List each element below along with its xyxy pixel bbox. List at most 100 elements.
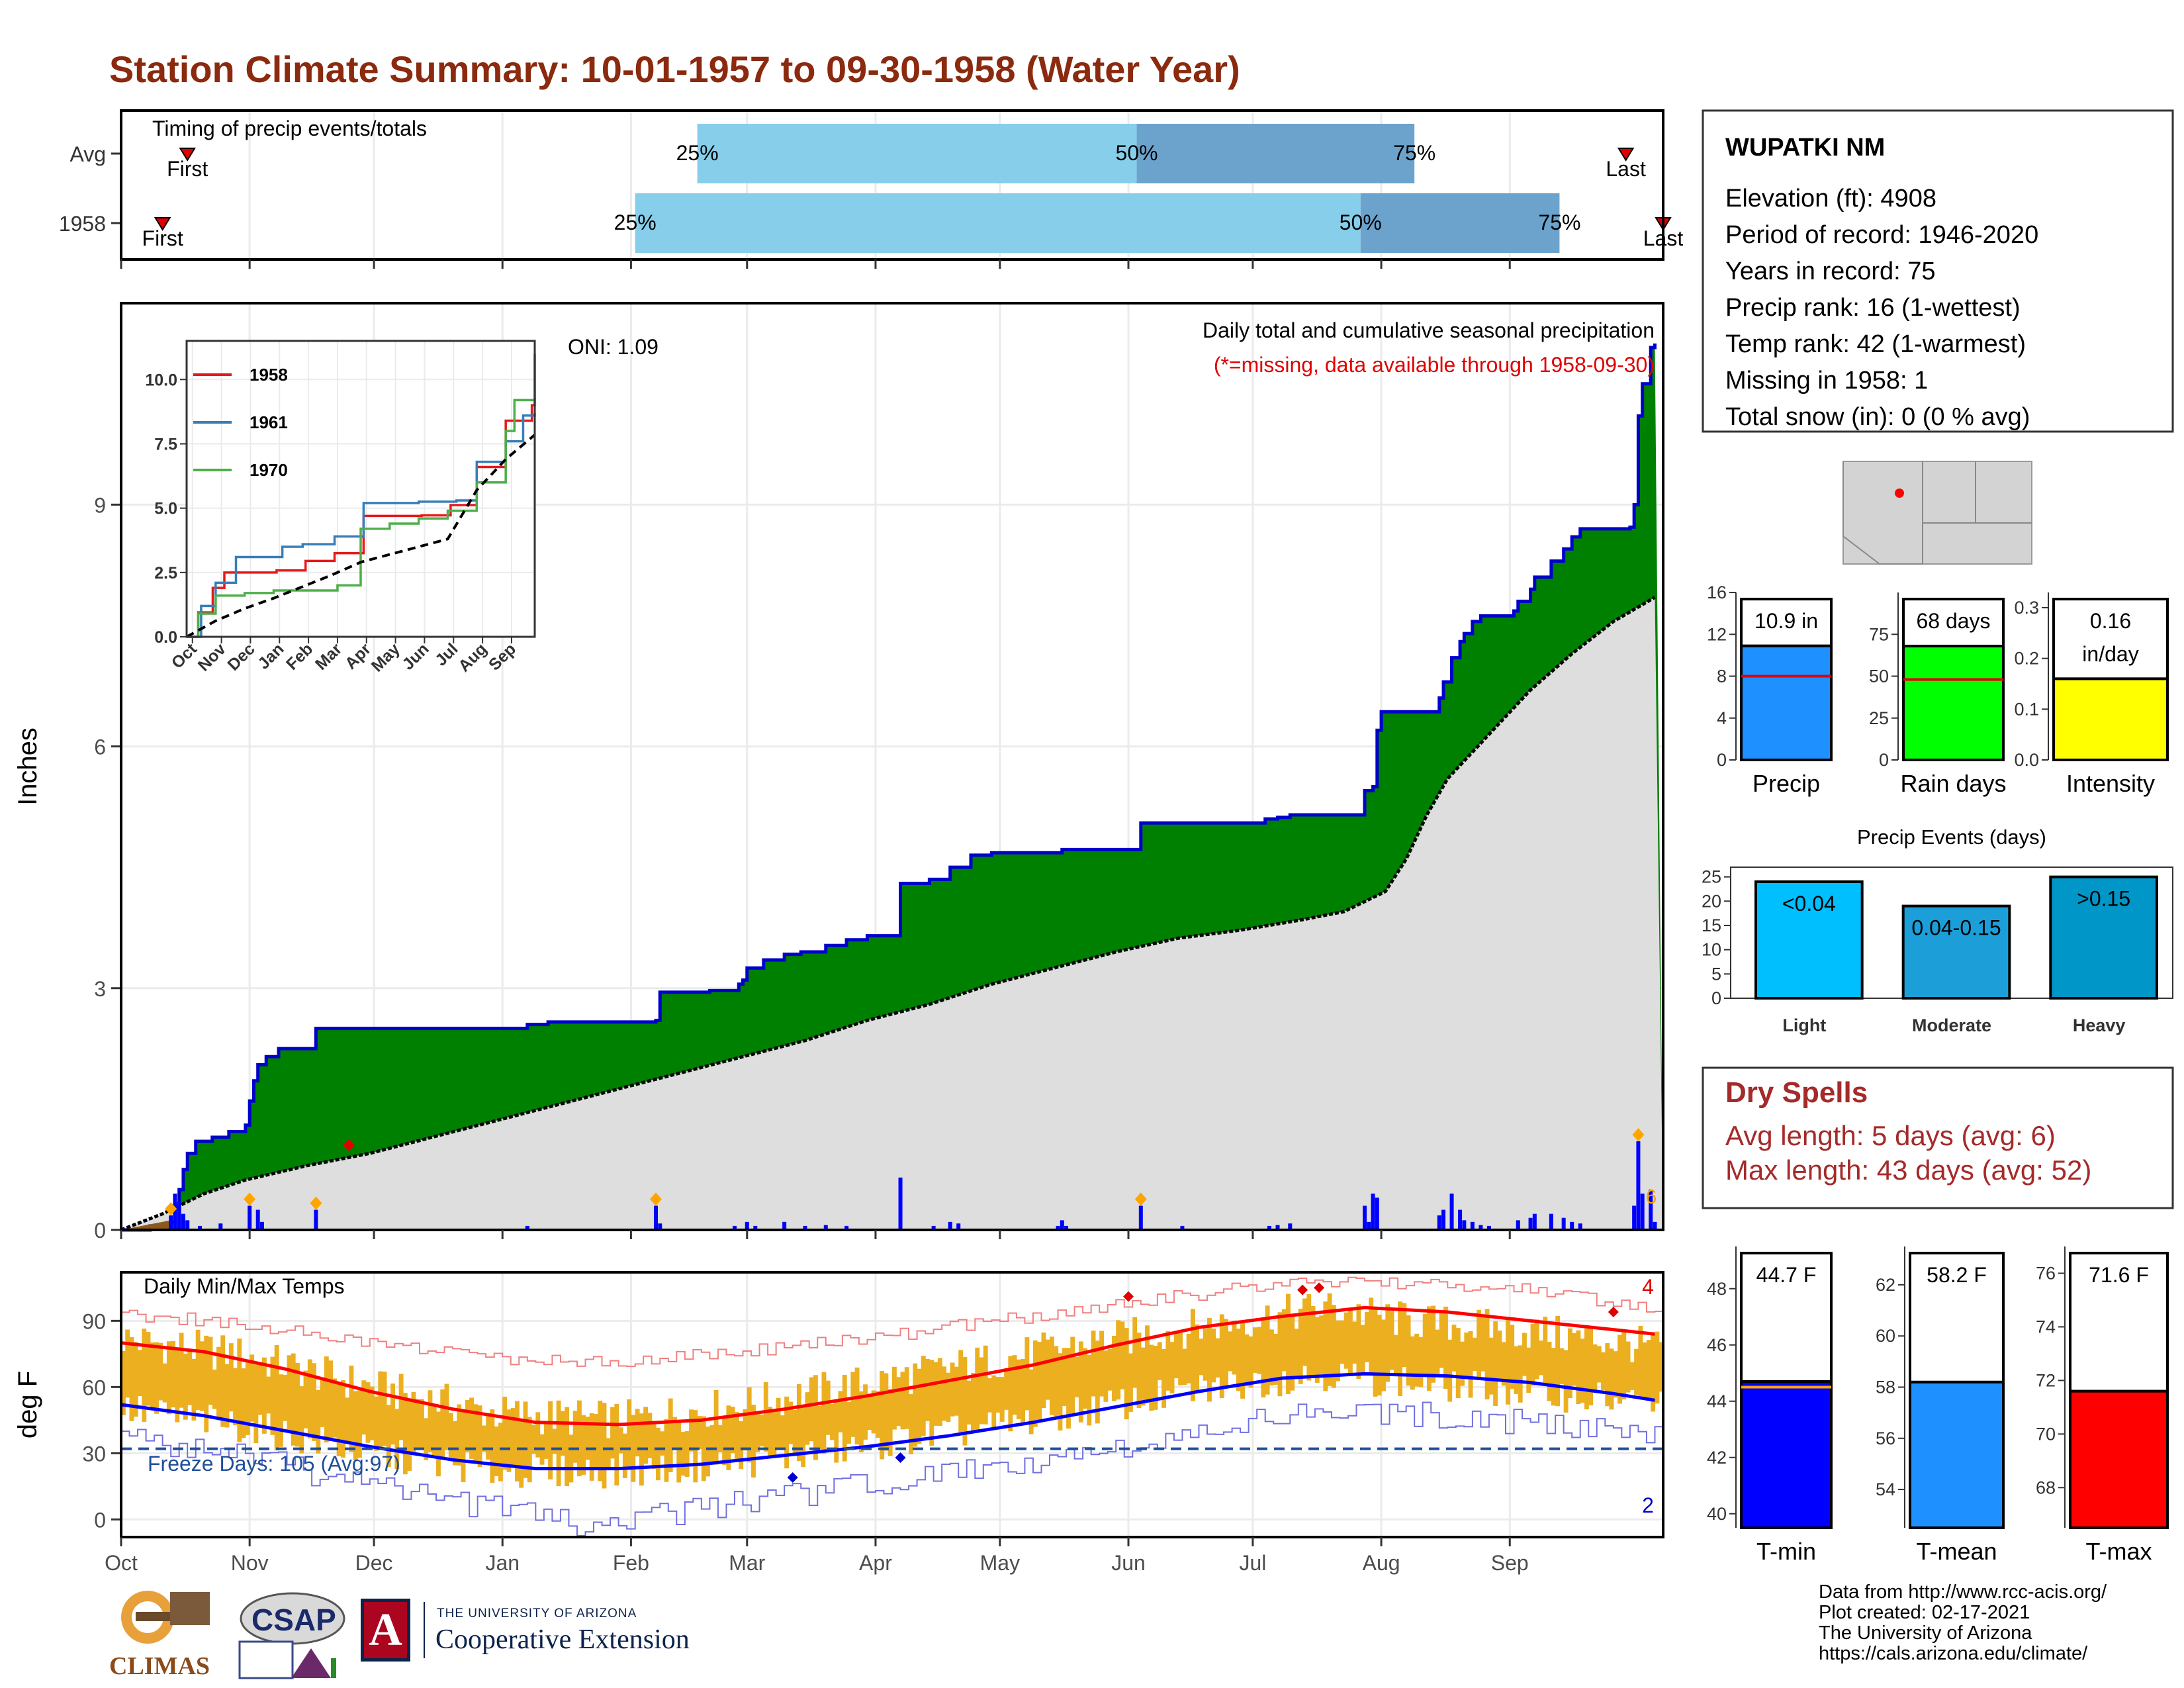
summary-ytick-label: 25 [1869,708,1889,728]
daily-temp-range-bar [971,1373,976,1433]
precip-events-title: Precip Events (days) [1857,825,2046,849]
daily-temp-range-bar [1601,1352,1606,1391]
daily-temp-range-bar [1310,1305,1316,1376]
daily-temp-range-bar [937,1358,942,1427]
daily-temp-range-bar [1124,1328,1129,1420]
dry-spells-title: Dry Spells [1725,1076,1868,1109]
daily-temp-range-bar [1365,1311,1369,1362]
footer-line: The University of Arizona [1819,1622,2032,1644]
month-tick-label: Mar [729,1551,765,1575]
daily-temp-range-bar [494,1426,499,1476]
tmean-summary-panel: 54 56 58 60 62 58.2 F T-mean [1876,1246,2005,1565]
daily-precip-bar [803,1225,807,1230]
daily-temp-range-bar [598,1400,603,1481]
month-tick-label: Jun [1111,1551,1146,1575]
daily-temp-range-bar [1613,1351,1618,1398]
daily-temp-range-bar [660,1431,665,1456]
summary-ytick-label: 40 [1707,1504,1727,1524]
daily-temp-range-bar [1244,1334,1250,1386]
daily-precip-bar [1578,1223,1582,1230]
daily-temp-range-bar [1314,1317,1320,1383]
daily-temp-range-bar [979,1357,984,1425]
daily-temp-range-bar [402,1393,408,1475]
daily-temp-range-bar [349,1365,354,1452]
daily-temp-range-bar [291,1353,296,1446]
daily-temp-range-bar [320,1377,325,1427]
daily-temp-range-bar [1655,1331,1660,1404]
map-bg [1843,461,2032,565]
daily-temp-range-bar [245,1362,250,1435]
station-info-line: Period of record: 1946-2020 [1725,221,2038,249]
precip-ytick-label: 6 [94,735,106,759]
daily-precip-bar [1532,1213,1537,1230]
daily-temp-range-bar [726,1405,731,1470]
daily-temp-range-bar [929,1360,934,1446]
first-label: First [142,226,183,250]
daily-temp-range-bar [1393,1335,1398,1377]
station-info-line: Temp rank: 42 (1-warmest) [1725,330,2026,358]
daily-temp-range-bar [523,1401,528,1478]
daily-temp-range-bar [1596,1346,1602,1383]
daily-temp-range-bar [813,1375,818,1460]
daily-temp-range-bar [1087,1354,1092,1426]
daily-precip-bar [259,1221,264,1230]
snow-event-marker-icon [165,1202,177,1216]
daily-temp-range-bar [398,1374,404,1440]
summary-ytick-label: 4 [1717,708,1727,728]
snow-event-marker-icon [310,1196,322,1210]
record-high-marker-icon [1123,1291,1134,1302]
daily-precip-bar [1288,1223,1293,1230]
daily-temp-range-bar [689,1409,694,1452]
summary-ytick-label: 76 [2036,1263,2056,1283]
snow-event-marker-icon [244,1192,256,1206]
first-marker-icon [179,148,196,162]
daily-temp-range-bar [1107,1348,1113,1391]
daily-temp-range-bar [631,1415,636,1482]
daily-temp-range-bar [805,1392,810,1445]
events-category-label: Light [1782,1015,1826,1035]
events-ytick-label: 5 [1711,964,1721,984]
daily-temp-range-bar [1132,1317,1138,1388]
precip-caption-missing: (*=missing, data available through 1958-… [1214,353,1655,377]
daily-temp-range-bar [1460,1341,1465,1386]
daily-temp-range-bar [336,1384,341,1456]
daily-precip-bar [844,1225,849,1230]
summary-value-bar [1740,1380,1833,1529]
daily-temp-range-bar [983,1345,988,1425]
events-bar-label: <0.04 [1782,892,1836,915]
daily-temp-range-bar [1078,1341,1083,1423]
daily-temp-range-bar [261,1357,267,1434]
summary-ytick-label: 0.3 [2014,598,2039,618]
daily-temp-range-bar [1455,1328,1461,1399]
daily-temp-range-bar [312,1363,316,1441]
inset-ytick-label: 7.5 [154,435,177,453]
timing-p75-label: 75% [1393,141,1435,165]
daily-temp-range-bar [1659,1342,1664,1392]
daily-temp-range-bar [253,1363,259,1444]
daily-precip-bar [1437,1215,1441,1230]
daily-temp-range-bar [1099,1331,1105,1397]
daily-temp-range-bar [722,1418,727,1466]
inset-legend-label: 1958 [250,365,288,385]
daily-temp-range-bar [1646,1340,1651,1399]
daily-temp-range-bar [1128,1353,1133,1412]
daily-temp-range-bar [1468,1331,1473,1398]
daily-temp-range-bar [1356,1304,1361,1380]
daily-temp-range-bar [1199,1338,1204,1376]
daily-temp-range-bar [717,1425,723,1452]
daily-temp-range-bar [531,1425,536,1454]
daily-precip-bar [1060,1220,1064,1230]
record-high-marker-icon [1608,1307,1619,1317]
last-marker-icon [1617,148,1635,162]
events-ytick-label: 20 [1702,891,1721,911]
daily-temp-range-bar [1257,1327,1262,1374]
daily-temp-range-bar [394,1409,400,1470]
daily-temp-range-bar [1136,1333,1142,1408]
daily-temp-range-bar [365,1382,371,1443]
daily-temp-range-bar [1050,1336,1054,1415]
daily-temp-range-bar [569,1434,574,1483]
ua-divider [424,1602,425,1658]
events-bar-label: >0.15 [2077,887,2130,911]
daily-temp-range-bar [1228,1331,1233,1372]
